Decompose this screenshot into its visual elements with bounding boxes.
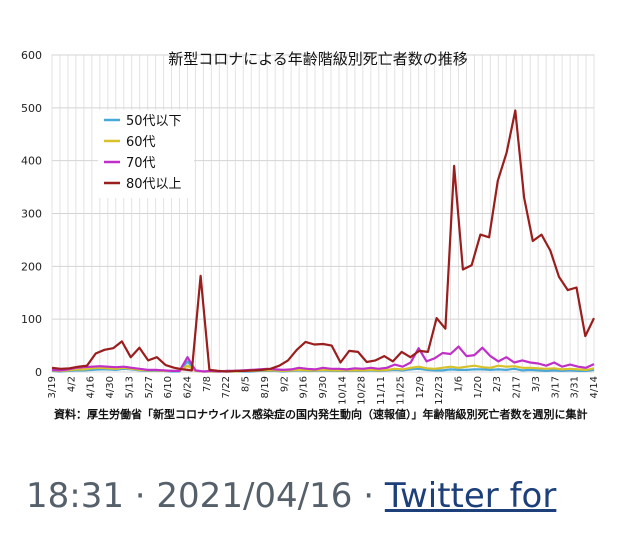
x-tick-label: 12/9 [415,376,426,398]
y-tick-label: 200 [21,260,42,273]
legend-label: 70代 [126,156,156,171]
tweet-time: 18:31 [26,476,124,516]
x-tick-label: 8/19 [260,376,271,398]
legend-label: 50代以下 [126,114,182,129]
x-tick-label: 3/31 [570,376,581,398]
chart-title: 新型コロナによる年齢階級別死亡者数の推移 [168,50,468,68]
tweet-date: 2021/04/16 [156,476,353,516]
legend-label: 60代 [126,135,156,150]
x-tick-label: 4/16 [86,376,97,398]
x-tick-label: 3/3 [531,376,542,392]
y-tick-label: 0 [35,366,42,379]
y-tick-label: 300 [21,208,42,221]
x-tick-label: 9/30 [318,376,329,398]
x-tick-label: 7/22 [221,376,232,398]
x-tick-label: 4/14 [589,376,600,398]
x-tick-label: 9/16 [299,376,310,398]
x-tick-label: 4/2 [66,376,77,392]
x-tick-label: 5/13 [124,376,135,398]
source-note: 資料：厚生労働省「新型コロナウイルス感染症の国内発生動向（速報値）」年齢階級別死… [54,407,588,421]
x-tick-label: 10/14 [337,376,348,405]
y-tick-label: 400 [21,155,42,168]
y-tick-label: 100 [21,313,42,326]
x-tick-label: 11/25 [395,376,406,405]
y-tick-label: 500 [21,102,42,115]
x-tick-label: 1/6 [454,376,465,392]
x-tick-label: 9/2 [279,376,290,392]
y-tick-label: 600 [21,49,42,62]
x-tick-label: 2/3 [492,376,503,392]
separator: · [363,476,385,516]
x-tick-label: 12/23 [434,376,445,405]
x-tick-label: 8/5 [241,376,252,392]
x-tick-label: 3/19 [47,376,58,398]
x-tick-label: 7/8 [202,376,213,392]
x-tick-label: 4/30 [105,376,116,398]
twitter-client-link[interactable]: Twitter for [384,476,557,516]
chart: 0 100 200 300 400 500 600 3/19 4/2 4/16 4/30 5/13 5/… [21,49,600,421]
series-line [51,109,595,373]
x-tick-label: 10/28 [357,376,368,405]
separator: · [134,476,157,516]
legend-label: 80代以上 [126,177,182,192]
series-line [51,345,595,373]
tweet-meta: 18:31 · 2021/04/16 · Twitter for [26,476,556,516]
x-tick-label: 6/24 [183,376,194,398]
x-tick-label: 5/27 [144,376,155,398]
x-tick-label: 1/20 [473,376,484,398]
x-tick-label: 11/11 [376,376,387,405]
x-tick-label: 2/17 [512,376,523,398]
x-tick-label: 6/10 [163,376,174,398]
x-tick-label: 3/17 [550,376,561,398]
